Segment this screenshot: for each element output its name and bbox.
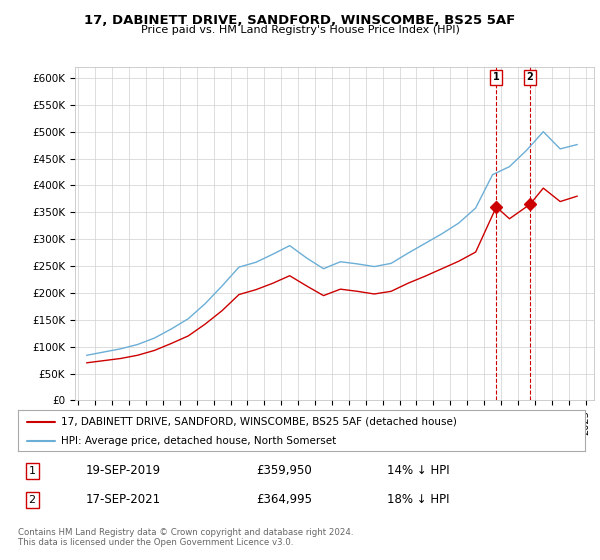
Text: 19-SEP-2019: 19-SEP-2019 xyxy=(86,464,161,478)
Text: 18% ↓ HPI: 18% ↓ HPI xyxy=(386,493,449,506)
Text: 1: 1 xyxy=(493,72,500,82)
Text: £359,950: £359,950 xyxy=(256,464,312,478)
Text: Price paid vs. HM Land Registry's House Price Index (HPI): Price paid vs. HM Land Registry's House … xyxy=(140,25,460,35)
Text: 17, DABINETT DRIVE, SANDFORD, WINSCOMBE, BS25 5AF (detached house): 17, DABINETT DRIVE, SANDFORD, WINSCOMBE,… xyxy=(61,417,457,427)
Text: HPI: Average price, detached house, North Somerset: HPI: Average price, detached house, Nort… xyxy=(61,436,336,446)
Text: Contains HM Land Registry data © Crown copyright and database right 2024.
This d: Contains HM Land Registry data © Crown c… xyxy=(18,528,353,548)
Text: 2: 2 xyxy=(527,72,533,82)
Text: 1: 1 xyxy=(29,466,35,476)
Text: £364,995: £364,995 xyxy=(256,493,312,506)
Text: 17, DABINETT DRIVE, SANDFORD, WINSCOMBE, BS25 5AF: 17, DABINETT DRIVE, SANDFORD, WINSCOMBE,… xyxy=(85,14,515,27)
Text: 2: 2 xyxy=(29,494,36,505)
Text: 14% ↓ HPI: 14% ↓ HPI xyxy=(386,464,449,478)
Text: 17-SEP-2021: 17-SEP-2021 xyxy=(86,493,161,506)
